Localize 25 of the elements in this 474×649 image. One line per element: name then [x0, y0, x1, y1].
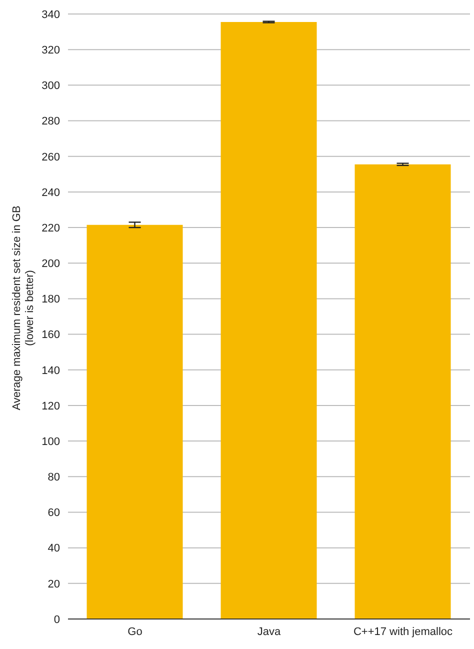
bar [220, 22, 317, 619]
y-tick-label: 300 [42, 80, 60, 92]
y-tick-label: 320 [42, 44, 60, 56]
y-tick-label: 180 [42, 294, 60, 306]
y-tick-label: 120 [42, 400, 60, 412]
y-tick-label: 100 [42, 436, 60, 448]
y-tick-label: 260 [42, 151, 60, 164]
y-tick-label: 140 [42, 364, 60, 377]
bar [354, 164, 451, 619]
y-tick-label: 340 [42, 8, 60, 21]
y-tick-label: 60 [48, 507, 60, 520]
bar [86, 224, 183, 619]
y-tick-label: 280 [42, 116, 60, 128]
x-tick-label: Go [128, 626, 142, 638]
y-tick-label: 40 [48, 542, 60, 555]
y-tick-label: 20 [48, 578, 60, 590]
y-tick-label: 240 [42, 186, 60, 199]
y-axis-title: Average maximum resident set size in GB (lower is better) [11, 206, 36, 410]
x-tick-label: C++17 with jemalloc [353, 626, 454, 638]
y-tick-label: 200 [42, 258, 60, 270]
y-tick-label: 0 [54, 614, 60, 626]
y-tick-label: 220 [42, 222, 60, 234]
x-tick-label: Java [257, 626, 282, 638]
y-tick-label: 80 [48, 472, 60, 484]
y-tick-label: 160 [42, 329, 60, 342]
